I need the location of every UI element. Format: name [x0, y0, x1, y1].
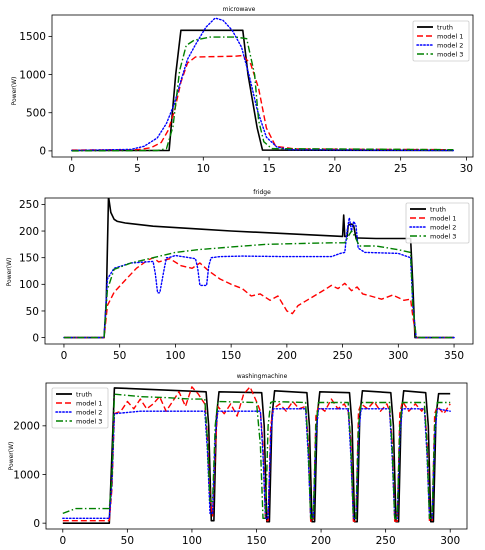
- series-group-washingmachine: [62, 386, 451, 525]
- x-tick-label: 250: [333, 350, 353, 362]
- x-tick-label: 50: [121, 535, 134, 547]
- legend-label: model 1: [437, 32, 463, 40]
- series-line-model-1-fridge: [63, 257, 455, 339]
- legend-label: model 1: [76, 399, 102, 407]
- y-tick-label: 2000: [13, 421, 40, 433]
- x-tick-label: 350: [444, 350, 464, 362]
- y-tick-label: 0: [39, 146, 46, 158]
- panel-microwave: microwave Power(W) 0 5 10 15 20 25 30 0 500 1000 1…: [11, 6, 474, 175]
- y-tick-label: 0: [33, 518, 40, 530]
- x-tick-label: 30: [460, 163, 473, 175]
- x-tick-label: 150: [246, 535, 266, 547]
- series-line-model-2-microwave: [70, 17, 454, 152]
- x-tick-label: 5: [134, 163, 141, 175]
- y-tick-label: 200: [19, 226, 39, 238]
- x-tick-label: 100: [165, 350, 185, 362]
- series-line-truth-fridge: [63, 198, 455, 339]
- series-group-microwave: [70, 17, 454, 152]
- y-tick-label: 100: [19, 279, 39, 291]
- y-tick-label: 1000: [19, 69, 46, 81]
- x-tick-label: 25: [394, 163, 407, 175]
- x-tick-label: 250: [376, 535, 396, 547]
- x-tick-label: 20: [328, 163, 341, 175]
- legend-box: [412, 20, 470, 62]
- x-tick-label: 300: [388, 350, 408, 362]
- series-line-model-1-microwave: [71, 54, 454, 151]
- legend-label: model 2: [430, 223, 456, 231]
- legend-label: model 1: [430, 214, 456, 222]
- x-tick-label: 200: [311, 535, 331, 547]
- series-line-model-2-fridge: [63, 216, 455, 339]
- title-microwave: microwave: [223, 6, 256, 13]
- y-tick-label: 250: [19, 199, 39, 211]
- x-tick-label: 0: [68, 163, 75, 175]
- title-washingmachine: washingmachine: [237, 373, 288, 380]
- x-tick-label: 100: [182, 535, 202, 547]
- x-tick-label: 300: [440, 535, 460, 547]
- legend-box: [51, 387, 109, 429]
- y-tick-label: 500: [26, 108, 46, 120]
- title-fridge: fridge: [253, 189, 271, 196]
- x-tick-label: 0: [59, 535, 66, 547]
- legend-label: model 3: [76, 417, 102, 425]
- legend-label: truth: [76, 390, 92, 398]
- panel-fridge: fridge Power(W) 0 50 100 150 200 250 300 350 0 50…: [6, 189, 474, 362]
- ylabel-microwave: Power(W): [11, 77, 18, 106]
- series-line-model-3-washingmachine: [62, 393, 451, 519]
- legend-label: truth: [430, 205, 446, 213]
- series-group-fridge: [63, 198, 455, 339]
- y-tick-label: 1000: [13, 469, 40, 481]
- ylabel-washingmachine: Power(W): [8, 442, 15, 471]
- x-tick-label: 0: [61, 350, 68, 362]
- series-line-model-3-microwave: [71, 36, 454, 152]
- y-tick-label: 50: [26, 306, 39, 318]
- legend-label: model 3: [430, 232, 456, 240]
- legend-label: model 2: [437, 41, 463, 49]
- legend-label: model 2: [76, 408, 102, 416]
- panel-washingmachine: washingmachine Power(W) 0 50 100 150 200 250 3…: [8, 373, 468, 547]
- y-tick-label: 1500: [19, 31, 46, 43]
- y-tick-label: 150: [19, 252, 39, 264]
- x-tick-label: 50: [113, 350, 126, 362]
- x-tick-label: 200: [277, 350, 297, 362]
- x-tick-label: 15: [262, 163, 275, 175]
- axes-frame-fridge: [44, 197, 474, 345]
- x-tick-label: 10: [197, 163, 210, 175]
- axes-frame-microwave: [51, 14, 474, 158]
- ylabel-fridge: Power(W): [6, 258, 13, 287]
- y-tick-label: 0: [32, 332, 39, 344]
- series-line-truth-microwave: [71, 29, 454, 152]
- legend-label: model 3: [437, 50, 463, 58]
- series-line-model-3-fridge: [63, 230, 455, 339]
- plot-area-fridge: 0 50 100 150 200 250 300 350 0 50 100 150 200 250 trut…: [19, 197, 474, 362]
- legend-label: truth: [437, 23, 453, 31]
- legend-box: [405, 202, 470, 244]
- x-tick-label: 150: [221, 350, 241, 362]
